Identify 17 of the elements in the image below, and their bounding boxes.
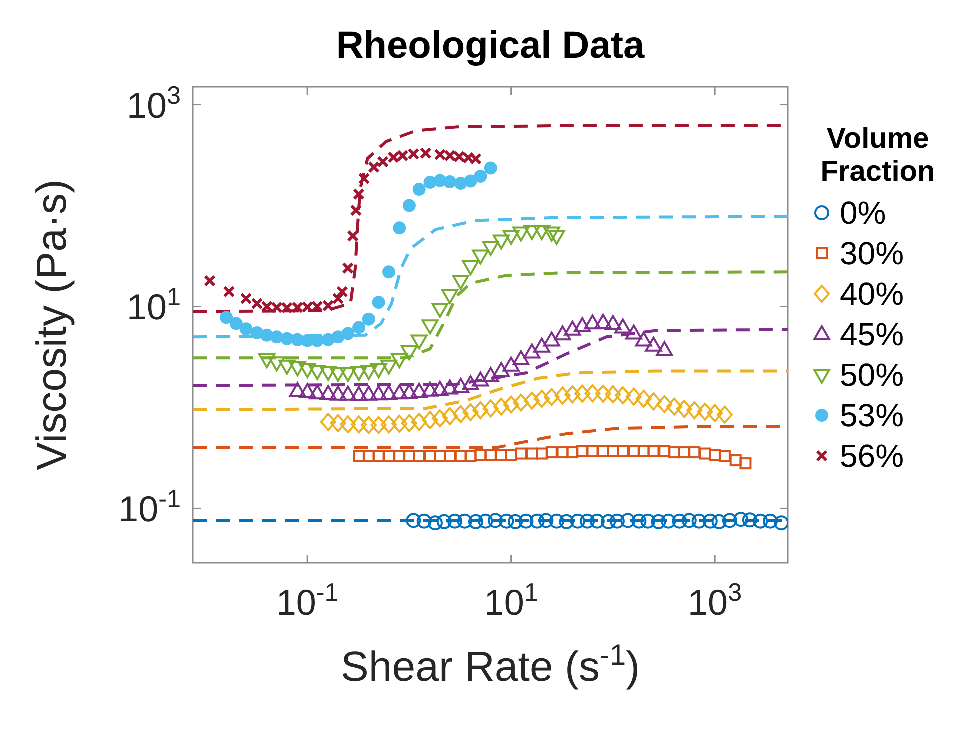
y-tick-label: 10$^{3}$ <box>126 82 181 126</box>
legend-label: 56% <box>840 438 904 474</box>
chart-title: Rheological Data <box>336 25 646 67</box>
legend-title: Volume Fraction <box>820 123 936 188</box>
legend-label: 45% <box>840 316 904 352</box>
y-tick-label: 10$^{-1}$ <box>118 486 181 530</box>
x-tick-label: 10$^{3}$ <box>688 579 742 623</box>
x-tick-label: 10$^{1}$ <box>484 579 538 623</box>
x-axis-title: Shear Rate (s$^{-1}$) <box>340 638 640 690</box>
x-tick-label: 10$^{-1}$ <box>276 579 339 623</box>
legend-label: 53% <box>840 398 904 434</box>
legend-label: 40% <box>840 276 904 312</box>
legend-label: 0% <box>840 195 886 231</box>
y-axis-title: Viscosity (Pa·s) <box>28 180 75 470</box>
legend-label: 50% <box>840 357 904 393</box>
legend-label: 30% <box>840 236 904 272</box>
y-tick-label: 10$^{1}$ <box>126 284 181 328</box>
